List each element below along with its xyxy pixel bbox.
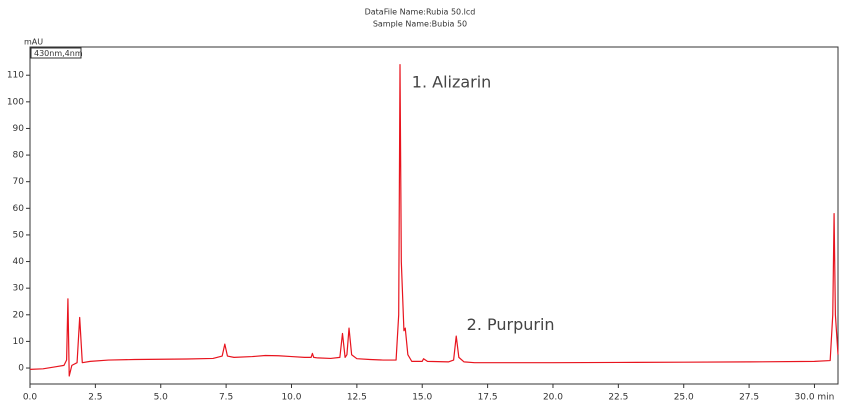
legend-box — [30, 47, 82, 59]
y-tick-label: 110 — [7, 71, 24, 81]
y-axis-label: mAU — [24, 38, 43, 47]
x-tick-label: 5.0 — [154, 393, 169, 403]
y-tick-label: 80 — [13, 151, 25, 161]
header-line: DataFile Name:Rubia 50.lcd — [365, 8, 476, 17]
legend-label: 430nm,4nm — [34, 49, 83, 58]
header-line: Sample Name:Bubia 50 — [373, 20, 467, 29]
y-tick-label: 90 — [13, 124, 25, 134]
y-tick-label: 50 — [13, 230, 25, 240]
y-tick-label: 0 — [18, 364, 24, 374]
x-tick-label: 25.0 — [674, 393, 694, 403]
y-tick-label: 30 — [13, 284, 25, 294]
y-tick-label: 60 — [13, 204, 25, 214]
x-tick-label: 2.5 — [88, 393, 102, 403]
x-tick-label: 12.5 — [347, 393, 367, 403]
x-tick-label: 10.0 — [281, 393, 301, 403]
x-tick-label: 17.5 — [478, 393, 498, 403]
x-tick-label: 22.5 — [608, 393, 628, 403]
x-tick-label: 27.5 — [739, 393, 759, 403]
y-tick-label: 70 — [13, 177, 25, 187]
peak-annotation: 2. Purpurin — [467, 315, 555, 334]
x-tick-label: 15.0 — [412, 393, 432, 403]
trace — [29, 63, 839, 377]
y-tick-label: 10 — [13, 337, 25, 347]
x-tick-label: 30.0 min — [795, 393, 835, 403]
y-tick-label: 40 — [13, 257, 25, 267]
y-tick-label: 100 — [7, 97, 24, 107]
x-tick-label: 7.5 — [219, 393, 233, 403]
plot-frame — [29, 46, 839, 385]
x-tick-label: 0.0 — [23, 393, 38, 403]
x-tick-label: 20.0 — [543, 393, 563, 403]
y-tick-label: 20 — [13, 310, 25, 320]
peak-annotation: 1. Alizarin — [412, 73, 492, 92]
